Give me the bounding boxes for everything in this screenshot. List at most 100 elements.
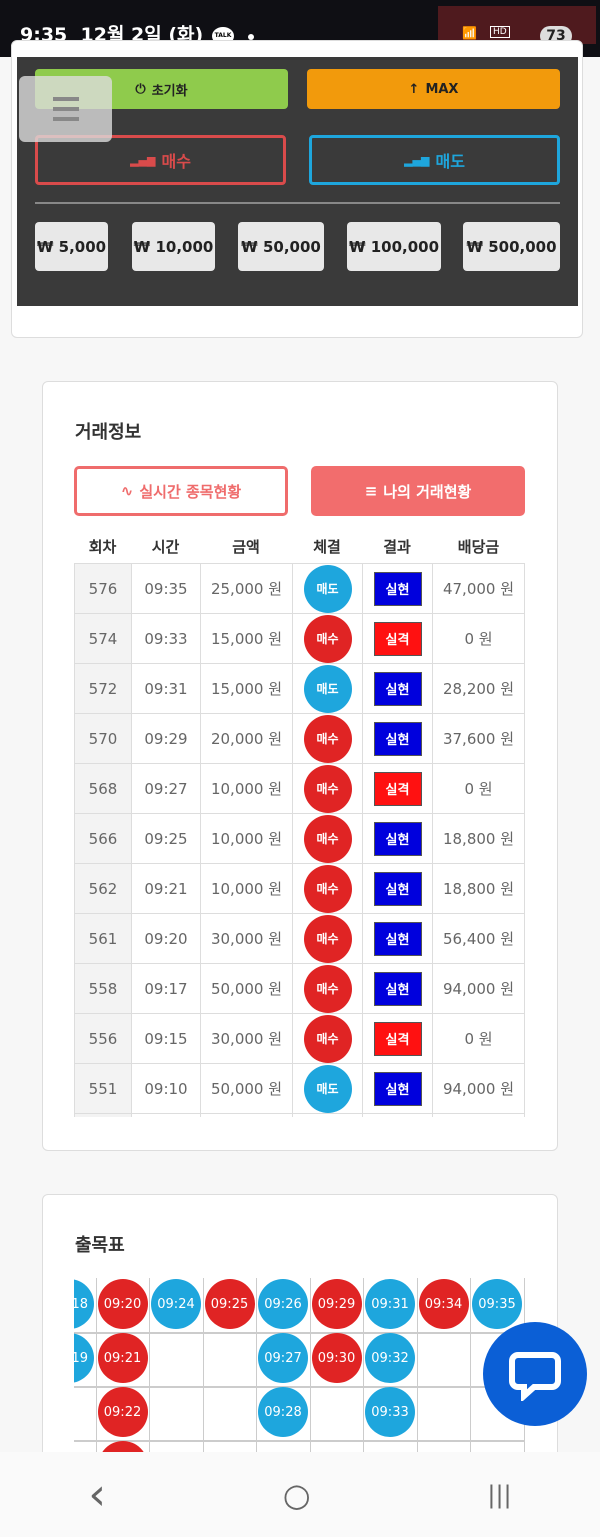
cell-text: 30,000 원 [210, 930, 283, 948]
back-icon[interactable]: ‹ [88, 1469, 106, 1520]
table-header: 회차 시간 금액 체결 결과 배당금 [74, 536, 525, 562]
cell-text: 10,000 원 [210, 830, 283, 848]
cell-time: 09:25 [131, 814, 200, 863]
result-bead: 09:20 [97, 1279, 148, 1329]
cell-text: 09:35 [144, 579, 188, 598]
side-badge: 매수 [303, 614, 352, 663]
amount-500000-button[interactable]: ₩ 500,000 [463, 222, 560, 271]
cell-result: 실현 [362, 714, 432, 763]
cell-text: 0 원 [464, 630, 493, 648]
cell-side: 매수 [292, 864, 362, 913]
cell-round: 562 [74, 864, 131, 913]
table-row: 561 09:20 30,000 원 매수 실현 56,400 원 [74, 914, 525, 964]
cell-text: 09:25 [144, 829, 188, 848]
cell-text: 566 [88, 829, 118, 848]
header-round: 회차 [88, 538, 117, 556]
cell-round: 561 [74, 914, 131, 963]
cell-result: 실현 [362, 1064, 432, 1113]
cell-side: 매도 [292, 1064, 362, 1113]
buy-button[interactable]: ▂▄▆ 매수 [35, 135, 286, 185]
side-badge: 매수 [303, 764, 352, 813]
header-time: 시간 [151, 538, 180, 556]
grid-line [74, 1440, 525, 1442]
tab-realtime[interactable]: ∿ 실시간 종목현황 [74, 466, 288, 516]
grid-line [470, 1278, 471, 1453]
buy-label: 매수 [161, 152, 191, 171]
cell-text: 47,000 원 [442, 580, 515, 598]
result-badge: 실현 [373, 721, 422, 756]
result-bead: 09:21 [97, 1333, 148, 1383]
amount-50000-button[interactable]: ₩ 50,000 [238, 222, 324, 271]
cell-payout: 18,800 원 [432, 864, 525, 913]
cell-time: 09:20 [131, 914, 200, 963]
cell-side: 매도 [292, 564, 362, 613]
grid-line [309, 1278, 311, 1453]
reset-label: 초기화 [151, 83, 188, 99]
notification-dot [248, 34, 254, 40]
result-bead: 09:34 [418, 1279, 469, 1329]
result-bead: 09:26 [258, 1279, 308, 1329]
cell-round: 551 [74, 1064, 131, 1113]
cell-payout: 0 원 [432, 1014, 525, 1063]
tab-realtime-label: 실시간 종목현황 [139, 482, 242, 501]
chat-button[interactable] [483, 1322, 587, 1426]
amount-5000-button[interactable]: ₩ 5,000 [35, 222, 108, 271]
cell-text: 09:33 [144, 629, 188, 648]
cell-amount: 30,000 원 [200, 914, 292, 963]
trade-table[interactable]: 576 09:35 25,000 원 매도 실현 47,000 원 574 09:33 15,0… [74, 563, 525, 1117]
cell-text: 09:31 [144, 679, 188, 698]
cell-text: 94,000 원 [442, 1080, 515, 1098]
result-badge: 실현 [373, 571, 422, 606]
recent-apps-icon[interactable]: ||| [487, 1480, 512, 1509]
home-icon[interactable]: ○ [282, 1475, 311, 1514]
cell-round: 572 [74, 664, 131, 713]
tab-my-trades[interactable]: ≡ 나의 거래현황 [311, 466, 525, 516]
cell-text: 568 [88, 779, 118, 798]
table-row [74, 1114, 525, 1117]
cell-payout: 94,000 원 [432, 964, 525, 1013]
signal-icon: ▂▄▆ [130, 153, 156, 167]
table-row: 556 09:15 30,000 원 매수 실격 0 원 [74, 1014, 525, 1064]
cell-side: 매수 [292, 714, 362, 763]
header-result: 결과 [383, 538, 411, 556]
cell-text: 25,000 원 [210, 580, 283, 598]
table-row: 576 09:35 25,000 원 매도 실현 47,000 원 [74, 564, 525, 614]
tab-mine-label: 나의 거래현황 [383, 482, 472, 501]
cell-amount: 50,000 원 [200, 964, 292, 1013]
hd-icon: HD [490, 26, 510, 38]
cell-text: 15,000 원 [210, 680, 283, 698]
cell-result: 실격 [362, 614, 432, 663]
cell-time: 09:27 [131, 764, 200, 813]
cell-text: 94,000 원 [442, 980, 515, 998]
cell-amount: 15,000 원 [200, 614, 292, 663]
sell-label: 매도 [435, 152, 465, 171]
cell-side: 매수 [292, 1014, 362, 1063]
cell-text: 10,000 원 [210, 780, 283, 798]
result-bead: 09:29 [311, 1279, 362, 1329]
amount-100000-button[interactable]: ₩ 100,000 [347, 222, 441, 271]
cell-result: 실현 [362, 814, 432, 863]
cell-text: 28,200 원 [442, 680, 515, 698]
max-button[interactable]: ↑ MAX [307, 69, 560, 109]
cell-round: 570 [74, 714, 131, 763]
wifi-icon: 📶 [462, 26, 477, 40]
cell-payout: 47,000 원 [432, 564, 525, 613]
cell-side: 매수 [292, 914, 362, 963]
cell-amount: 10,000 원 [200, 814, 292, 863]
cell-text: 50,000 원 [210, 1080, 283, 1098]
cell-text: 18,800 원 [442, 880, 515, 898]
cell-result: 실현 [362, 864, 432, 913]
table-row: 568 09:27 10,000 원 매수 실격 0 원 [74, 764, 525, 814]
header-payout: 배당금 [457, 538, 500, 556]
amount-10000-button[interactable]: ₩ 10,000 [132, 222, 215, 271]
cell-amount: 20,000 원 [200, 714, 292, 763]
grid-line [95, 1278, 97, 1453]
cell-text: 0 원 [464, 1030, 493, 1048]
grid-line [363, 1278, 364, 1453]
result-bead: 09:27 [258, 1333, 308, 1383]
cell-round: 558 [74, 964, 131, 1013]
menu-button[interactable] [19, 76, 112, 142]
cell-amount: 10,000 원 [200, 764, 292, 813]
result-badge: 실격 [373, 771, 422, 806]
sell-button[interactable]: ▂▄▆ 매도 [309, 135, 560, 185]
